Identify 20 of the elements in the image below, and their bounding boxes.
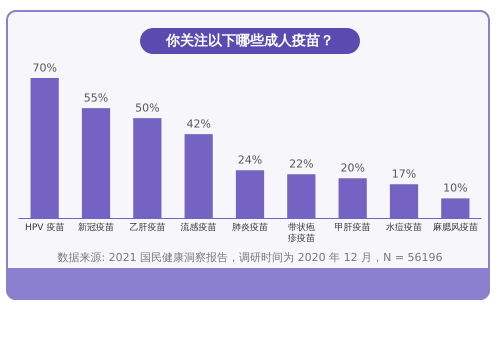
data-label: 24% (238, 154, 262, 167)
x-tick-label: 水痘疫苗 (386, 222, 422, 234)
x-tick-label: 甲肝疫苗 (334, 222, 371, 234)
data-label: 42% (186, 118, 211, 131)
data-label: 17% (392, 168, 416, 181)
x-tick-label: 新冠疫苗 (78, 222, 114, 234)
x-tick-label: 麻腮风疫苗 (432, 222, 478, 234)
data-label: 70% (32, 61, 57, 74)
data-label: 55% (84, 91, 108, 104)
data-label: 20% (340, 162, 365, 175)
x-tick-label: 流感疫苗 (180, 222, 217, 234)
source-note: 数据来源: 2021 国民健康洞察报告，调研时间为 2020 年 12 月，N = 56196 (56, 250, 444, 265)
x-tick-label: 带状疱疹疫苗 (288, 222, 315, 244)
data-label: 22% (289, 158, 314, 171)
x-tick-label: HPV 疫苗 (25, 222, 64, 234)
x-tick-label: 乙肝疫苗 (129, 222, 166, 234)
chart-title: 你关注以下哪些成人疫苗？ (140, 28, 360, 54)
data-label: 50% (135, 101, 160, 114)
x-tick-label: 肺炎疫苗 (232, 222, 268, 234)
data-label: 10% (443, 182, 468, 195)
